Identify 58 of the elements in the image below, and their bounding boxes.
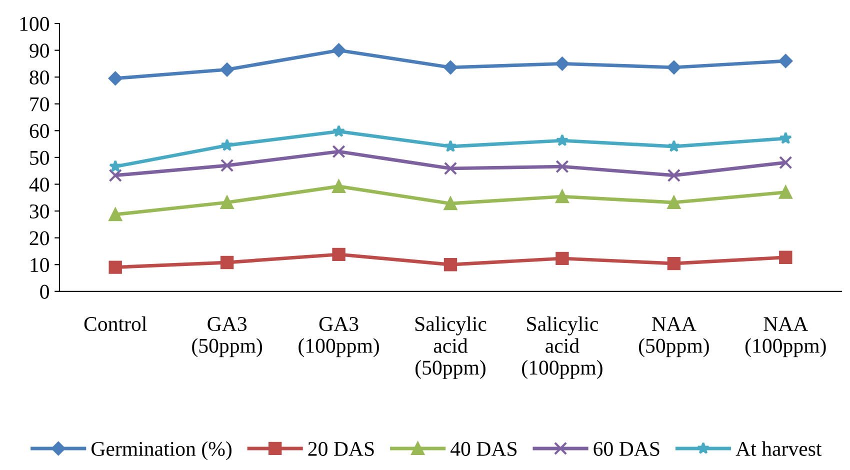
point — [108, 71, 122, 86]
point — [444, 196, 458, 210]
y-tick-label: 90 — [30, 44, 49, 58]
y-tick-label: 10 — [30, 258, 49, 272]
point — [109, 160, 122, 172]
y-tick-label: 70 — [30, 97, 49, 112]
point — [220, 256, 234, 270]
point — [556, 190, 569, 204]
x-tick-label: Salicylic acid (100ppm) — [522, 316, 602, 379]
point — [779, 132, 792, 144]
point — [444, 60, 458, 74]
point — [220, 62, 234, 77]
x-tick-label: Salicylic acid (50ppm) — [415, 316, 486, 379]
x-tick-label: NAA (50ppm) — [638, 317, 709, 358]
point — [332, 43, 346, 58]
point — [779, 186, 792, 199]
y-tick-label: 0 — [40, 284, 49, 299]
x-tick-label: Control — [84, 316, 147, 332]
point — [666, 60, 681, 74]
y-tick-label: 100 — [20, 16, 49, 31]
point — [332, 144, 346, 158]
point — [556, 134, 569, 146]
legend-label: 40 DAS — [450, 442, 517, 456]
y-tick-label: 40 — [29, 178, 49, 192]
point — [556, 160, 569, 174]
point — [779, 156, 792, 170]
point — [556, 252, 569, 266]
point — [667, 196, 681, 210]
point — [667, 256, 681, 270]
y-tick-label: 30 — [30, 204, 49, 218]
point — [220, 158, 234, 172]
x-tick-label: NAA (100ppm) — [745, 317, 826, 358]
point — [220, 138, 234, 151]
point — [108, 208, 122, 222]
point — [555, 56, 570, 71]
x-tick-label: GA3 (50ppm) — [192, 317, 262, 358]
point — [332, 180, 346, 193]
point — [667, 168, 681, 182]
point — [220, 196, 234, 210]
point — [108, 168, 122, 182]
x-tick-label: GA3 (100ppm) — [298, 317, 379, 358]
y-tick-label: 20 — [30, 231, 49, 246]
point — [332, 248, 346, 262]
legend-label: Germination (%) — [92, 441, 232, 460]
point — [332, 124, 346, 138]
y-tick-label: 50 — [30, 150, 49, 165]
point — [779, 250, 792, 264]
y-tick-label: 60 — [30, 124, 49, 138]
point — [444, 162, 458, 176]
point — [778, 54, 793, 68]
legend-label: At harvest — [736, 441, 822, 456]
point — [108, 260, 122, 274]
point — [668, 140, 680, 152]
legend-label: 20 DAS — [308, 442, 374, 456]
y-tick-label: 80 — [30, 70, 49, 85]
point — [444, 258, 458, 272]
legend-label: 60 DAS — [594, 442, 660, 456]
point — [444, 140, 457, 152]
